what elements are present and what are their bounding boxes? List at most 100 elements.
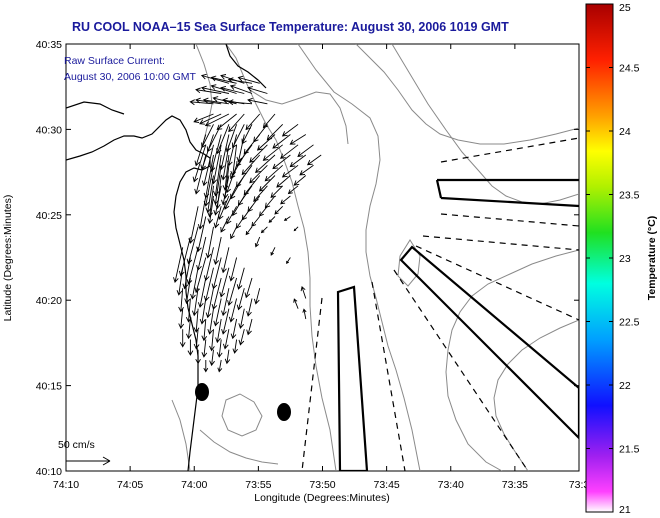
current-vector xyxy=(293,175,307,186)
current-vector xyxy=(249,164,268,184)
current-vector xyxy=(190,267,199,300)
colorbar-tick-label: 22 xyxy=(619,380,631,392)
x-tick-label: 73:50 xyxy=(309,479,335,491)
bathymetry-contours xyxy=(171,44,579,471)
current-vector xyxy=(184,277,191,305)
colorbar-tick-label: 25 xyxy=(619,2,631,14)
current-vector xyxy=(221,247,230,274)
rectangle-outline xyxy=(435,178,579,208)
current-vector xyxy=(280,195,291,205)
contour-line xyxy=(397,239,421,287)
current-vector xyxy=(279,144,299,159)
y-tick-label: 40:35 xyxy=(36,39,62,51)
current-vector xyxy=(209,349,215,367)
current-vector xyxy=(264,195,276,209)
current-vector xyxy=(213,298,222,327)
current-vector xyxy=(201,339,208,358)
dashed-line xyxy=(393,269,529,471)
current-vector xyxy=(262,113,276,129)
dashed-line xyxy=(440,137,579,163)
x-axis-ticks: 74:10 74:05 74:00 73:55 73:50 73:45 73:40 73:35… xyxy=(53,44,590,491)
current-vector xyxy=(270,247,276,256)
y-tick-label: 40:20 xyxy=(36,295,62,307)
scale-arrow xyxy=(66,456,111,466)
current-vector xyxy=(283,216,291,221)
current-vector xyxy=(249,144,268,163)
current-vector xyxy=(272,134,291,149)
current-vector xyxy=(200,85,229,94)
x-tick-label: 73:40 xyxy=(438,479,464,491)
current-vector xyxy=(187,339,194,356)
current-vector xyxy=(207,185,214,218)
current-vector xyxy=(199,113,222,125)
current-vector xyxy=(194,154,207,195)
current-vector xyxy=(220,144,230,181)
station-marker xyxy=(195,383,209,401)
current-vector xyxy=(194,257,207,294)
current-vector xyxy=(200,73,230,84)
station-marker xyxy=(277,403,291,421)
coastline-segment xyxy=(66,101,125,115)
current-vector xyxy=(178,308,185,329)
current-vector xyxy=(185,318,192,340)
current-vector xyxy=(276,175,291,188)
surface-current-vectors xyxy=(173,73,322,373)
colorbar-tick-label: 24.5 xyxy=(619,63,640,75)
current-vector xyxy=(196,216,207,253)
current-vector xyxy=(215,318,222,344)
current-vector xyxy=(300,286,307,299)
current-vector xyxy=(227,99,253,106)
current-vector xyxy=(246,298,253,317)
current-vector xyxy=(268,216,276,223)
current-vector xyxy=(202,97,229,105)
current-vector xyxy=(245,226,253,236)
current-vector xyxy=(195,349,201,365)
current-vector xyxy=(199,298,207,325)
current-vector xyxy=(216,113,237,131)
current-vector xyxy=(213,206,222,229)
current-vector xyxy=(220,85,245,94)
x-tick-label: 73:45 xyxy=(373,479,399,491)
current-vector xyxy=(228,113,245,133)
contour-line xyxy=(297,44,421,471)
dashed-line xyxy=(422,235,579,251)
x-tick-label: 73:35 xyxy=(502,479,528,491)
current-vector xyxy=(176,267,184,296)
current-vector xyxy=(209,134,222,173)
current-vector xyxy=(253,288,261,305)
current-vector xyxy=(274,205,284,215)
current-vector xyxy=(195,97,222,105)
current-vector xyxy=(229,84,253,94)
colorbar xyxy=(585,3,614,513)
x-tick-label: 74:00 xyxy=(181,479,207,491)
x-tick-label: 73:3 xyxy=(569,479,590,491)
current-vector xyxy=(244,277,253,299)
current-vector xyxy=(246,318,253,336)
contour-line xyxy=(249,89,349,145)
current-vector xyxy=(302,308,307,320)
current-vector xyxy=(193,113,214,123)
current-vector xyxy=(216,339,223,358)
current-vector xyxy=(238,329,245,346)
current-vector xyxy=(251,216,261,227)
plot-area xyxy=(65,43,580,472)
current-vector xyxy=(241,154,261,176)
current-vector xyxy=(197,195,207,230)
current-vector xyxy=(185,298,192,323)
current-vector xyxy=(293,226,299,232)
current-vector xyxy=(205,288,214,319)
y-tick-label: 40:30 xyxy=(36,124,62,136)
annotation-line-2: August 30, 2006 10:00 GMT xyxy=(64,71,197,83)
current-vector xyxy=(203,360,209,373)
current-vector xyxy=(258,175,276,192)
current-vector xyxy=(227,277,238,306)
current-vector xyxy=(222,329,230,350)
current-vector xyxy=(207,195,214,224)
x-tick-label: 74:10 xyxy=(53,479,79,491)
x-axis-label: Longitude (Degrees:Minutes) xyxy=(254,492,389,504)
current-vector xyxy=(289,154,307,168)
current-vector xyxy=(236,267,245,290)
current-vector xyxy=(228,257,238,282)
scale-label: 50 cm/s xyxy=(58,439,95,451)
current-vector xyxy=(194,134,207,167)
